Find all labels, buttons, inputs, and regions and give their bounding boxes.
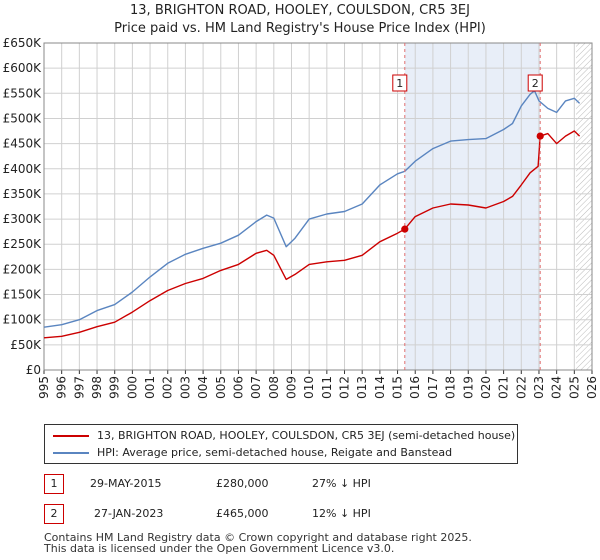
y-tick-label: £150K	[3, 288, 43, 302]
x-tick-label: 2024	[550, 376, 564, 400]
x-tick-label: 2014	[373, 376, 387, 400]
footer-line-2: This data is licensed under the Open Gov…	[44, 542, 395, 555]
x-tick-label: 2023	[532, 376, 546, 400]
x-tick-label: 2007	[249, 376, 263, 400]
legend-label-property: 13, BRIGHTON ROAD, HOOLEY, COULSDON, CR5…	[97, 429, 516, 442]
y-tick-label: £200K	[3, 262, 43, 276]
x-tick-label: 2013	[355, 376, 369, 400]
sale-point	[536, 132, 544, 140]
x-tick-label: 2017	[426, 376, 440, 400]
transaction-hpi-diff: 12% ↓ HPI	[312, 507, 371, 520]
transaction-price: £280,000	[216, 477, 269, 490]
legend-swatch-property	[53, 435, 89, 437]
chart-subtitle: Price paid vs. HM Land Registry's House …	[114, 21, 486, 36]
transaction-hpi-diff: 27% ↓ HPI	[312, 477, 371, 490]
x-tick-label: 2021	[497, 376, 511, 400]
x-tick-label: 2015	[391, 376, 405, 400]
y-tick-label: £250K	[3, 237, 43, 251]
legend-item-hpi: HPI: Average price, semi-detached house,…	[53, 445, 452, 461]
x-tick-label: 1996	[55, 376, 69, 400]
x-tick-label: 2019	[461, 376, 475, 400]
x-tick-label: 1997	[72, 376, 86, 400]
y-tick-label: £350K	[3, 187, 43, 201]
y-tick-label: £500K	[3, 111, 43, 125]
y-tick-label: £300K	[3, 212, 43, 226]
x-tick-label: 2000	[125, 376, 139, 400]
plot-frame	[43, 42, 593, 371]
x-tick-label: 2008	[267, 376, 281, 400]
x-tick-label: 2006	[231, 376, 245, 400]
x-tick-label: 2011	[320, 376, 334, 400]
y-tick-label: £650K	[3, 36, 43, 50]
x-tick-label: 2012	[338, 376, 352, 400]
x-tick-label: 2003	[178, 376, 192, 400]
legend-item-property: 13, BRIGHTON ROAD, HOOLEY, COULSDON, CR5…	[53, 428, 515, 444]
y-tick-label: £50K	[10, 338, 42, 352]
y-tick-label: £0	[26, 363, 41, 377]
legend-label-hpi: HPI: Average price, semi-detached house,…	[97, 446, 453, 459]
x-tick-label: 1995	[37, 376, 51, 400]
sale-label: 2	[532, 77, 539, 90]
x-tick-label: 2018	[444, 376, 458, 400]
chart-legend: 13, BRIGHTON ROAD, HOOLEY, COULSDON, CR5…	[44, 424, 518, 464]
transaction-date: 27-JAN-2023	[94, 507, 164, 520]
y-tick-label: £600K	[3, 61, 43, 75]
transaction-marker: 1	[44, 474, 64, 494]
y-tick-label: £100K	[3, 313, 43, 327]
shaded-region	[404, 43, 541, 370]
transaction-date: 29-MAY-2015	[90, 477, 162, 490]
x-tick-label: 2025	[567, 376, 581, 400]
sale-point	[401, 225, 409, 233]
y-tick-label: £450K	[3, 137, 43, 151]
x-tick-label: 2020	[479, 376, 493, 400]
x-tick-label: 2016	[408, 376, 422, 400]
chart-title: 13, BRIGHTON ROAD, HOOLEY, COULSDON, CR5…	[130, 3, 470, 18]
y-tick-label: £550K	[3, 86, 43, 100]
x-tick-label: 2002	[161, 376, 175, 400]
x-tick-label: 2004	[196, 376, 210, 400]
x-tick-label: 2001	[143, 376, 157, 400]
legend-swatch-hpi	[53, 452, 89, 454]
sale-label-box	[392, 74, 408, 92]
x-tick-label: 1998	[90, 376, 104, 400]
x-tick-label: 1999	[108, 376, 122, 400]
x-tick-label: 2022	[514, 376, 528, 400]
y-tick-label: £400K	[3, 162, 43, 176]
sale-label-box	[527, 74, 543, 92]
sale-label: 1	[396, 77, 403, 90]
transaction-marker: 2	[44, 504, 64, 524]
transaction-price: £465,000	[216, 507, 269, 520]
x-tick-label: 2026	[585, 376, 599, 400]
hatched-region	[576, 43, 592, 370]
x-tick-label: 2005	[214, 376, 228, 400]
x-tick-label: 2010	[302, 376, 316, 400]
x-tick-label: 2009	[284, 376, 298, 400]
price-chart: £0 £50K £100K £150K £200K £250K £300K £350K £400…	[3, 36, 599, 400]
footer-line-1: Contains HM Land Registry data © Crown c…	[44, 531, 472, 544]
hpi-line	[43, 90, 581, 328]
footer-notice: Contains HM Land Registry data © Crown c…	[44, 532, 472, 554]
property-price-line	[43, 130, 581, 339]
